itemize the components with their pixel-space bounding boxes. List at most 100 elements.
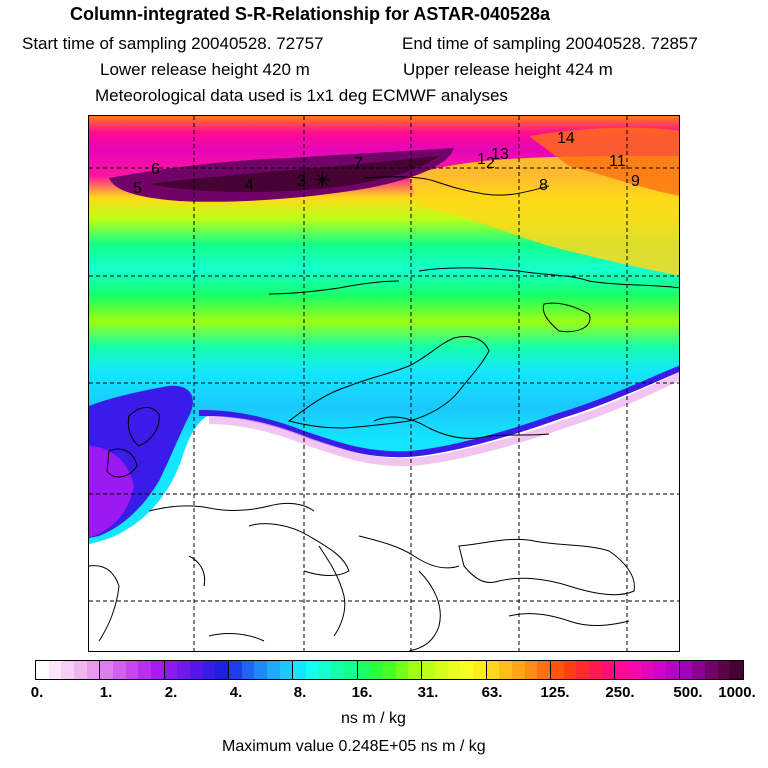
- scale-swatch: [524, 661, 538, 679]
- scale-segment: [550, 661, 616, 679]
- color-scale-bar: [35, 660, 744, 680]
- site-marker: 6: [151, 161, 160, 178]
- site-marker: 4: [245, 177, 254, 194]
- scale-swatch: [653, 661, 666, 679]
- scale-segment: [164, 661, 230, 679]
- scale-swatch: [563, 661, 577, 679]
- scale-swatch: [151, 661, 164, 679]
- lower-height-label: Lower release height 420 m: [100, 60, 310, 79]
- scale-tick: 500.: [673, 684, 703, 701]
- scale-swatch: [279, 661, 293, 679]
- site-marker: 2: [486, 155, 495, 172]
- scale-swatch: [550, 661, 564, 679]
- end-time-label: End time of sampling 20040528. 72857: [402, 34, 698, 53]
- scale-segment: [100, 661, 165, 679]
- scale-swatch: [692, 661, 705, 679]
- scale-tick: 16.: [351, 684, 373, 701]
- plume-south-edge: [198, 365, 679, 458]
- scale-swatch: [113, 661, 126, 679]
- scale-swatch: [422, 661, 435, 679]
- scale-swatch: [640, 661, 654, 679]
- scale-swatch: [395, 661, 409, 679]
- scale-swatch: [86, 661, 100, 679]
- scale-swatch: [460, 661, 473, 679]
- upper-height-label: Upper release height 424 m: [403, 60, 613, 79]
- scale-swatch: [730, 661, 743, 679]
- scale-swatch: [229, 661, 242, 679]
- scale-segment: [357, 661, 423, 679]
- max-value-label: Maximum value 0.248E+05 ns m / kg: [222, 738, 486, 755]
- scale-swatch: [408, 661, 422, 679]
- scale-tick: 4.: [229, 684, 243, 701]
- scale-swatch: [36, 661, 49, 679]
- scale-swatch: [318, 661, 332, 679]
- scale-swatch: [601, 661, 615, 679]
- scale-swatch: [627, 661, 641, 679]
- scale-swatch: [717, 661, 731, 679]
- scale-segment: [229, 661, 294, 679]
- scale-segment: [679, 661, 743, 679]
- scale-swatch: [267, 661, 280, 679]
- scale-swatch: [588, 661, 602, 679]
- scale-tick: 0.: [30, 684, 44, 701]
- scale-swatch: [665, 661, 679, 679]
- scale-tick: 2.: [164, 684, 178, 701]
- plot-title: Column-integrated S-R-Relationship for A…: [70, 4, 551, 24]
- site-marker: 1: [477, 151, 486, 168]
- site-marker: 5: [133, 180, 142, 197]
- scale-segment: [422, 661, 487, 679]
- scale-tick: 125.: [540, 684, 570, 701]
- scale-swatch: [48, 661, 62, 679]
- units-label: ns m / kg: [341, 710, 406, 727]
- site-marker: 8: [539, 177, 548, 194]
- plume-yellow-region: [409, 156, 679, 276]
- scale-swatch: [306, 661, 319, 679]
- scale-swatch: [190, 661, 203, 679]
- scale-swatch: [511, 661, 525, 679]
- site-marker: 14: [557, 130, 575, 147]
- plume-core-inner: [149, 156, 439, 193]
- scale-tick: 250.: [605, 684, 635, 701]
- scale-swatch: [164, 661, 178, 679]
- scale-swatch: [537, 661, 550, 679]
- scale-segment: [486, 661, 551, 679]
- scale-swatch: [254, 661, 268, 679]
- scale-tick: 8.: [293, 684, 307, 701]
- scale-swatch: [344, 661, 357, 679]
- site-marker: 9: [631, 173, 640, 190]
- plume-south-fringe: [208, 372, 679, 467]
- scale-swatch: [447, 661, 461, 679]
- scale-swatch: [125, 661, 139, 679]
- lat-lon-grid: [89, 116, 679, 651]
- scale-swatch: [434, 661, 448, 679]
- scale-swatch: [357, 661, 371, 679]
- scale-swatch: [61, 661, 75, 679]
- scale-tick: 1000.: [718, 684, 756, 701]
- release-point-icon: ✳: [314, 170, 331, 192]
- scale-segment: [615, 661, 680, 679]
- scale-swatch: [576, 661, 589, 679]
- scale-swatch: [615, 661, 628, 679]
- scale-swatch: [331, 661, 345, 679]
- scale-swatch: [241, 661, 255, 679]
- scale-tick: 63.: [481, 684, 503, 701]
- scale-swatch: [679, 661, 693, 679]
- map-canvas: 14 1 2 13 11 7 6 5 4 3 8 9 ✳: [89, 116, 679, 651]
- scale-swatch: [74, 661, 87, 679]
- site-marker: 11: [609, 153, 626, 170]
- scale-swatch: [383, 661, 396, 679]
- scale-swatch: [138, 661, 152, 679]
- site-marker: 13: [491, 146, 509, 163]
- scale-swatch: [293, 661, 307, 679]
- scale-segment: [293, 661, 358, 679]
- scale-swatch: [486, 661, 500, 679]
- scale-swatch: [472, 661, 486, 679]
- scale-swatch: [202, 661, 216, 679]
- plume-purple-fringe: [89, 446, 134, 537]
- start-time-label: Start time of sampling 20040528. 72757: [22, 34, 324, 53]
- met-data-label: Meteorological data used is 1x1 deg ECMW…: [95, 86, 508, 105]
- scale-swatch: [370, 661, 384, 679]
- scale-swatch: [215, 661, 229, 679]
- site-marker: 7: [354, 155, 363, 172]
- scale-swatch: [177, 661, 191, 679]
